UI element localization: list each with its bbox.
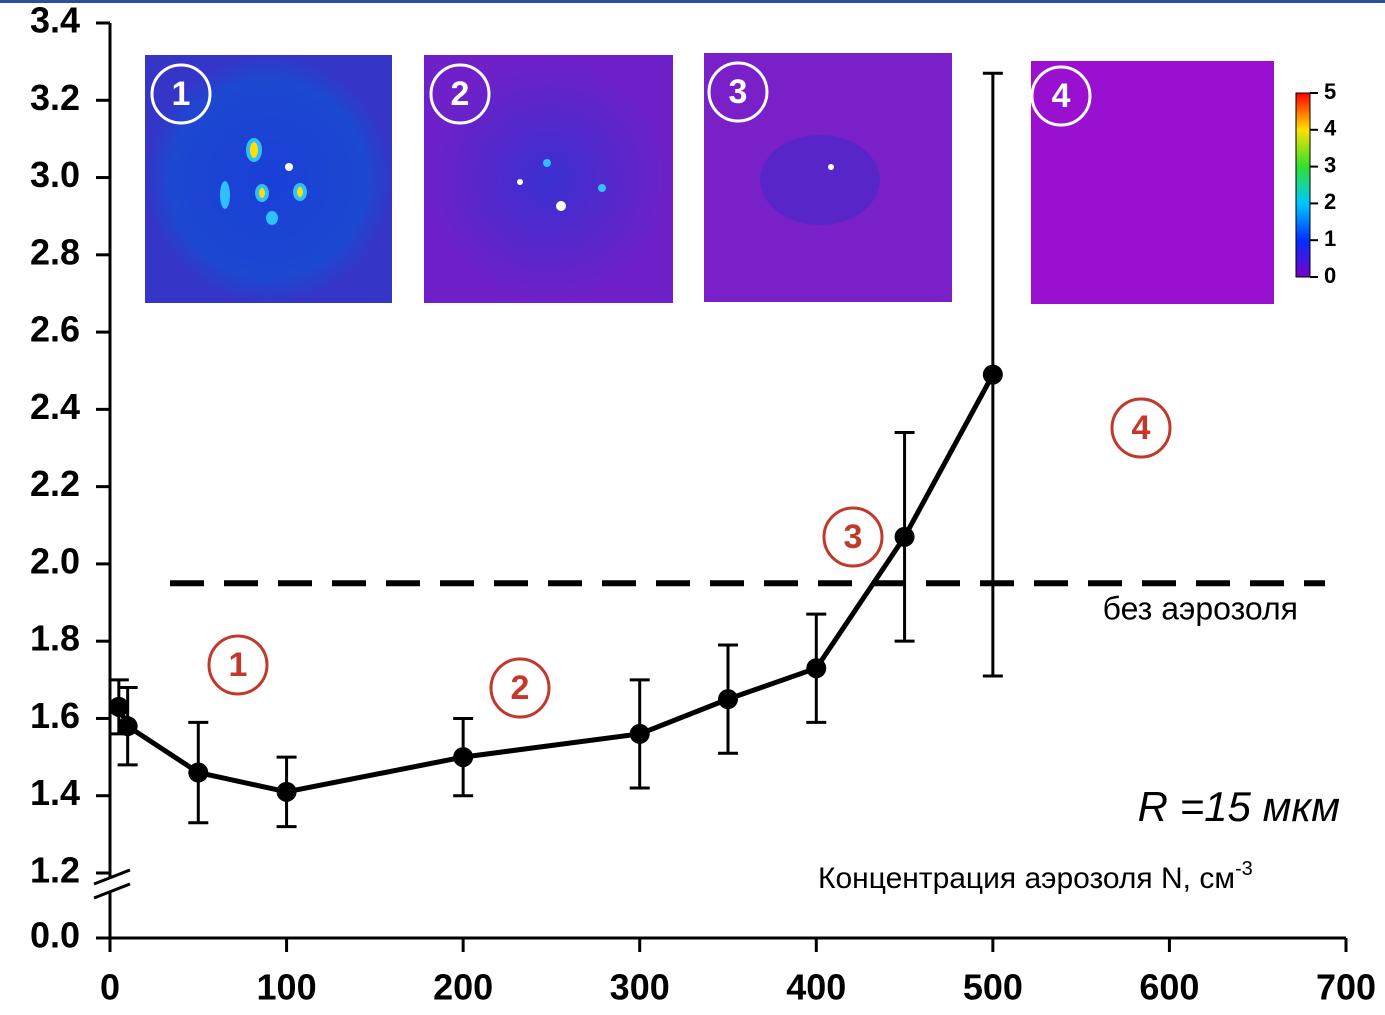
y-tick-label: 1.4 <box>30 772 80 813</box>
y-tick-label: 2.2 <box>30 463 80 504</box>
x-axis-label-text: Концентрация аэрозоля N, см <box>818 862 1235 895</box>
data-point <box>118 716 138 736</box>
colorbar-tick-label: 1 <box>1324 226 1336 251</box>
region-label: 4 <box>1132 409 1151 447</box>
spot <box>257 186 267 200</box>
x-tick-label: 600 <box>1139 967 1199 1008</box>
spot <box>266 211 278 225</box>
x-tick-label: 300 <box>610 967 670 1008</box>
inset-label: 4 <box>1052 77 1071 115</box>
x-tick-label: 100 <box>257 967 317 1008</box>
y-tick-label: 2.0 <box>30 540 80 581</box>
data-point <box>895 527 915 547</box>
x-tick-label: 200 <box>433 967 493 1008</box>
y-tick-label: 2.8 <box>30 231 80 272</box>
shade <box>760 135 880 225</box>
x-tick-label: 0 <box>100 967 120 1008</box>
data-point <box>109 697 129 717</box>
chart: R =15 мкм Концентрация аэрозоля N, см-3 … <box>0 0 1385 1010</box>
annotation: R =15 мкм <box>1138 783 1340 830</box>
spot <box>543 159 551 167</box>
data-point <box>630 724 650 744</box>
region-label: 1 <box>229 646 248 684</box>
spot <box>828 164 834 170</box>
data-point <box>718 689 738 709</box>
x-axis-label-sup: -3 <box>1235 858 1253 880</box>
y-tick-label: 2.6 <box>30 309 80 350</box>
inset-label: 2 <box>451 75 470 113</box>
colorbar-tick-label: 3 <box>1324 152 1336 177</box>
spot <box>517 179 523 185</box>
y-tick-label: 1.6 <box>30 695 80 736</box>
y-tick-label: 3.0 <box>30 154 80 195</box>
region-label: 3 <box>844 518 863 556</box>
colorbar-tick-label: 5 <box>1324 79 1336 104</box>
reference-label: без аэрозоля <box>1103 591 1298 627</box>
inset-label: 1 <box>172 75 191 113</box>
colorbar-tick-label: 0 <box>1324 263 1336 288</box>
y-tick-label: 2.4 <box>30 386 80 427</box>
spot <box>295 185 305 199</box>
data-point <box>277 782 297 802</box>
x-tick-label: 500 <box>963 967 1023 1008</box>
x-axis-label: Концентрация аэрозоля N, см-3 <box>818 858 1253 895</box>
x-tick-label: 400 <box>786 967 846 1008</box>
spot <box>285 163 293 171</box>
spot <box>556 201 566 211</box>
spot <box>248 140 260 160</box>
y-tick-label: 1.8 <box>30 618 80 659</box>
top-border <box>0 0 1385 3</box>
colorbar-tick-label: 2 <box>1324 189 1336 214</box>
y-tick-label: 1.2 <box>30 850 80 891</box>
data-point <box>806 658 826 678</box>
y-tick-label: 3.2 <box>30 77 80 118</box>
y-tick-label: 3.4 <box>30 0 80 41</box>
colorbar-tick-label: 4 <box>1324 116 1337 141</box>
colorbar <box>1296 93 1310 277</box>
y-tick-label: 0.0 <box>30 915 80 956</box>
data-point <box>983 365 1003 385</box>
insets <box>145 53 1310 304</box>
region-label: 2 <box>511 669 530 707</box>
data-point <box>188 763 208 783</box>
spot <box>220 181 230 209</box>
spot <box>598 184 606 192</box>
data-point <box>453 747 473 767</box>
x-tick-label: 700 <box>1316 967 1376 1008</box>
inset-label: 3 <box>729 73 748 111</box>
